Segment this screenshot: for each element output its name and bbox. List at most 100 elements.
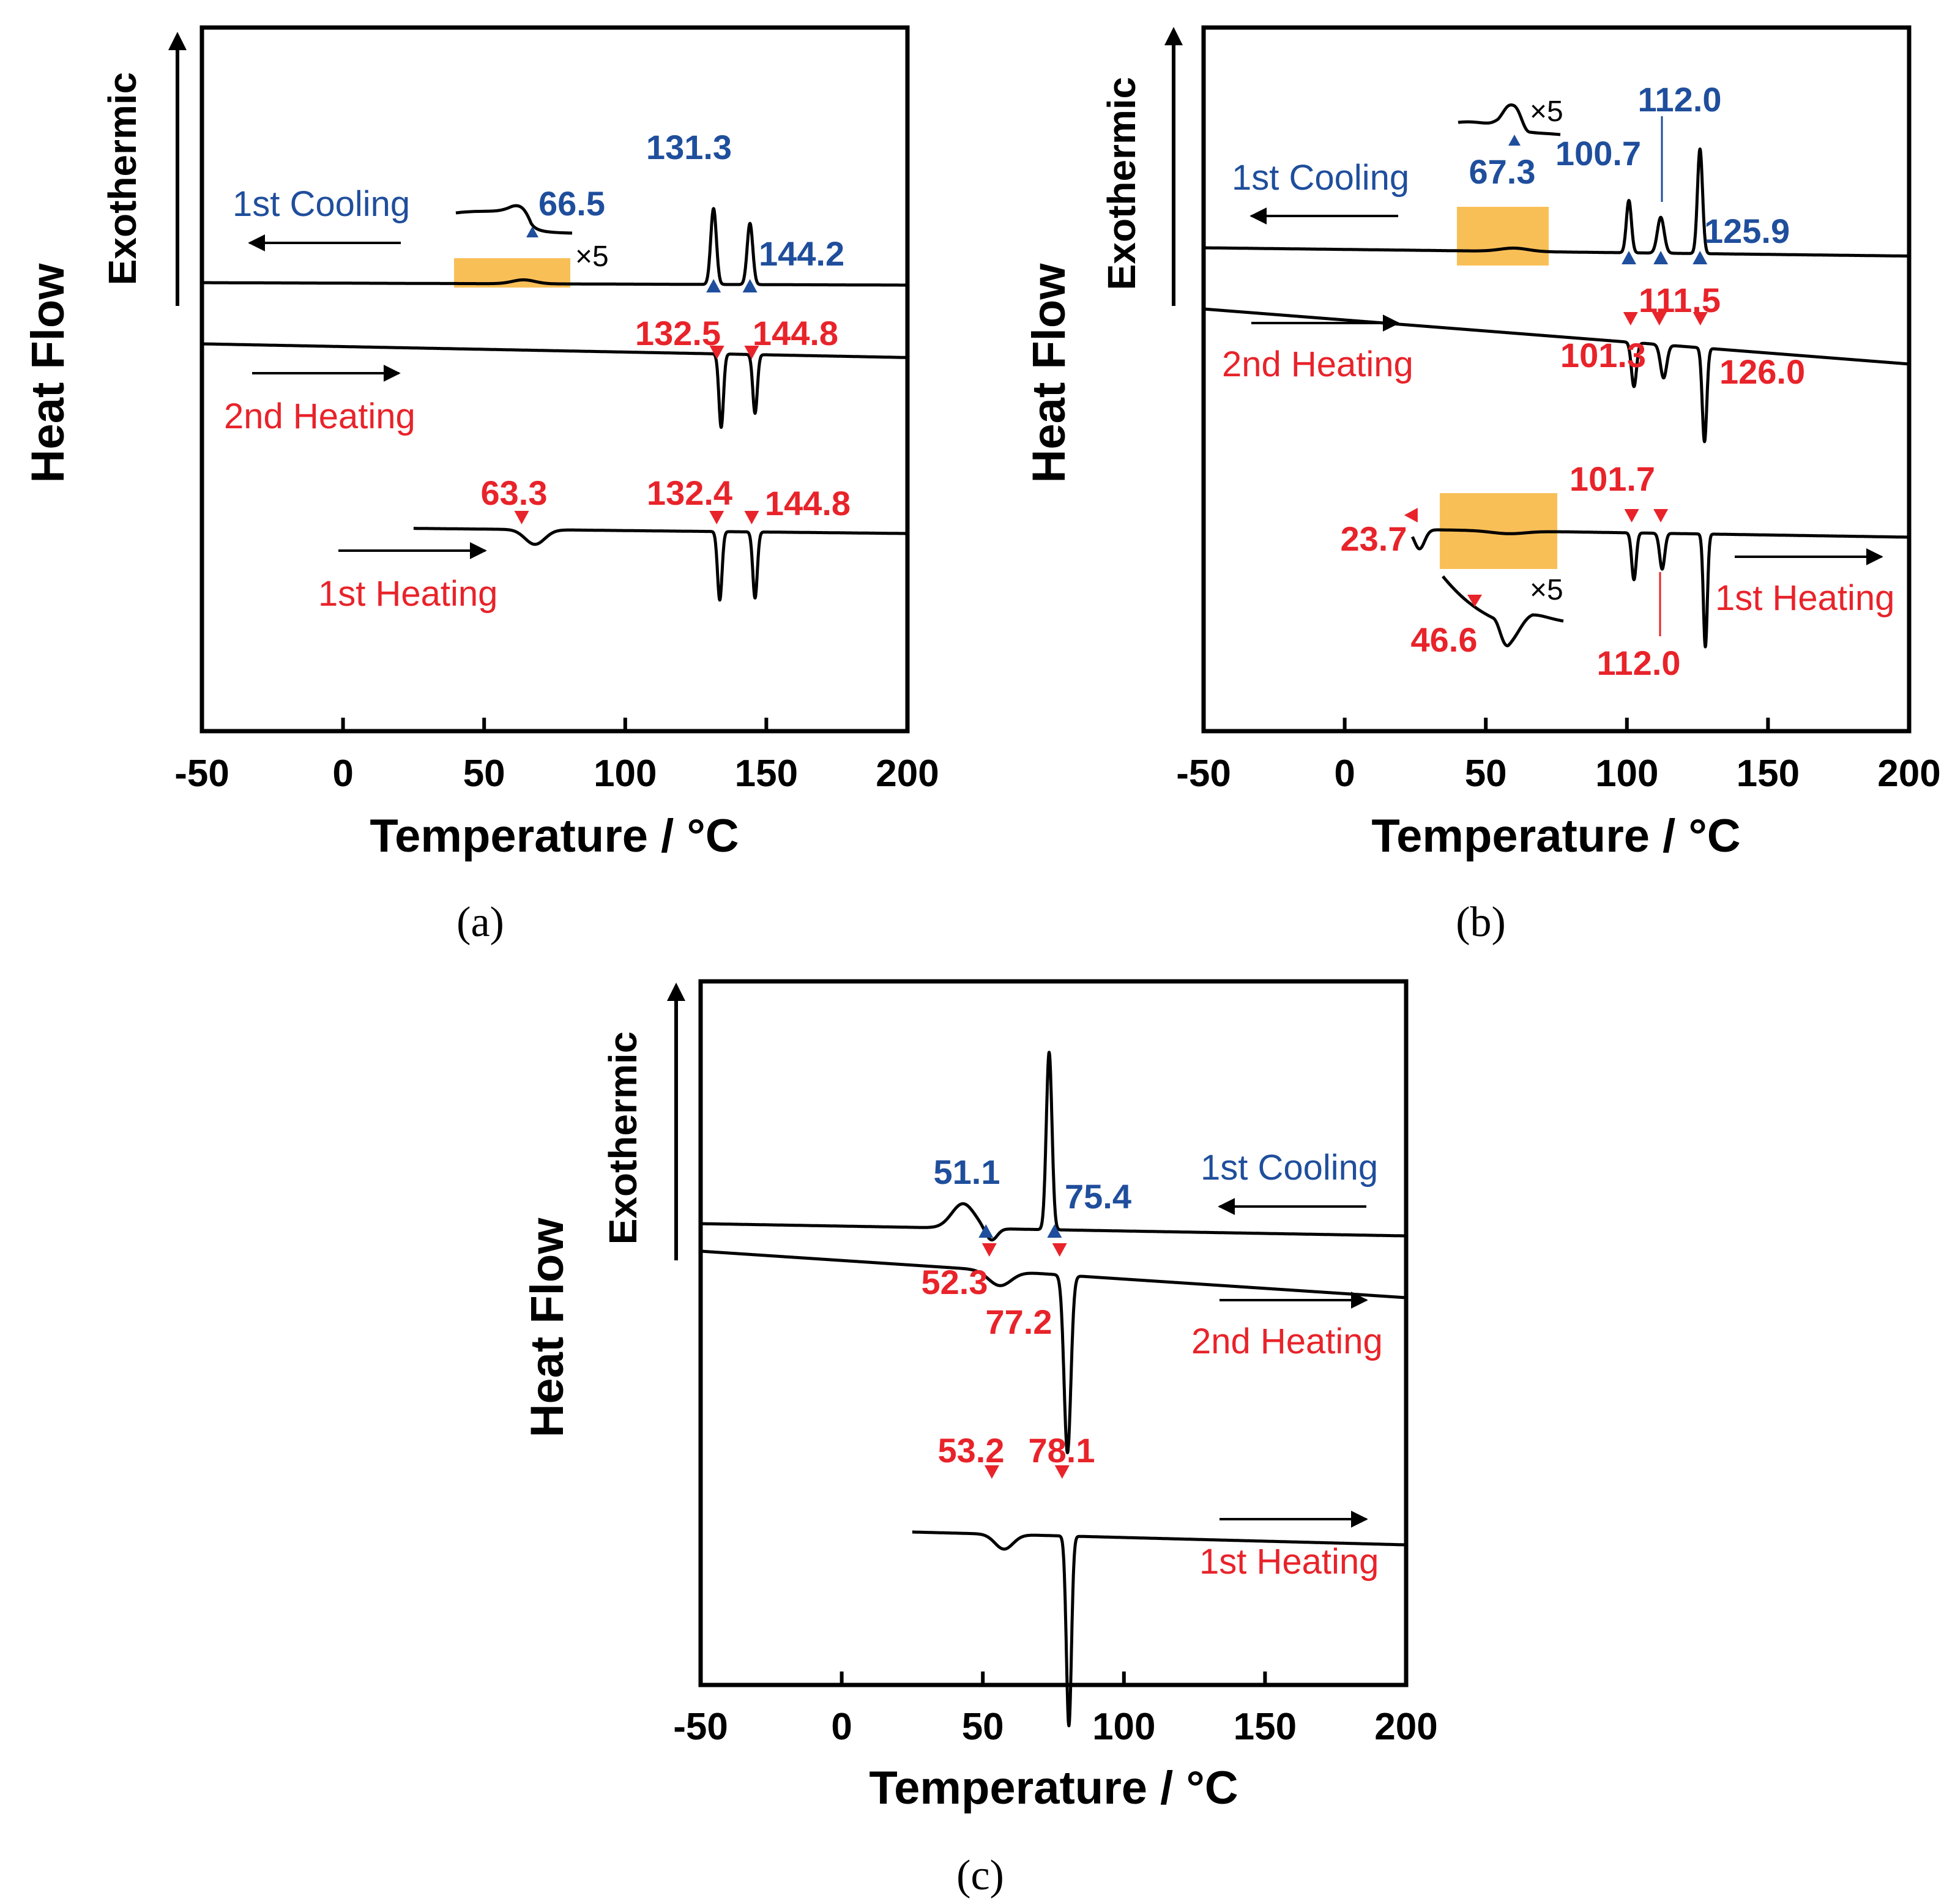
panel-c: -50 0 50 100 150 200 Temperature / °C Heat Fl… xyxy=(521,979,1438,1899)
peak-label-c-52-3: 52.3 xyxy=(922,1263,988,1301)
peak-marker-a-132-4 xyxy=(709,511,724,524)
curve-c-1st-heating xyxy=(910,1530,1407,1728)
peak-label-c-77-2: 77.2 xyxy=(986,1303,1052,1341)
inset-marker-b-cooling xyxy=(1508,135,1521,146)
panel-label-c: (c) xyxy=(956,1852,1004,1899)
y-axis-label-b: Heat Flow xyxy=(1023,263,1075,483)
peak-label-b-46-6: 46.6 xyxy=(1411,620,1478,659)
peak-label-a-132-4: 132.4 xyxy=(647,474,732,512)
peak-label-c-75-4: 75.4 xyxy=(1065,1177,1131,1216)
curve-a-2nd-heating xyxy=(201,342,909,429)
x-axis-label-c: Temperature / °C xyxy=(869,1762,1238,1814)
peak-label-b-126-0: 126.0 xyxy=(1719,352,1805,391)
curve-a-1st-heating xyxy=(412,527,909,602)
x-tick-label-b-150: 150 xyxy=(1737,753,1800,795)
peak-label-b-101-3: 101.3 xyxy=(1560,336,1646,374)
x-tick-label-a-50: 50 xyxy=(463,753,505,795)
peak-label-b-112-0: 112.0 xyxy=(1637,80,1721,119)
curve-label-a-2nd-heating: 2nd Heating xyxy=(224,396,415,436)
peak-label-a-66-5: 66.5 xyxy=(538,184,605,223)
peak-marker-b-111-5 xyxy=(1652,312,1667,325)
x-tick-label-c-50: 50 xyxy=(962,1706,1004,1748)
peak-marker-b-112-0 xyxy=(1653,251,1669,264)
x-tick-label-a-200: 200 xyxy=(876,753,939,795)
peak-label-c-51-1: 51.1 xyxy=(934,1153,1000,1191)
panel-label-a: (a) xyxy=(456,899,504,946)
peak-label-b-101-7: 101.7 xyxy=(1570,459,1655,498)
curve-b-1st-heating xyxy=(1410,528,1910,649)
x-tick-label-c-150: 150 xyxy=(1234,1706,1297,1748)
x-tick-label-b-100: 100 xyxy=(1595,753,1658,795)
plot-frame-b xyxy=(1201,25,1912,734)
curve-c-1st-cooling xyxy=(699,1051,1407,1242)
curve-label-a-1st-cooling: 1st Cooling xyxy=(233,184,410,224)
curve-label-c-2nd-heating: 2nd Heating xyxy=(1191,1322,1383,1361)
curve-c-2nd-heating xyxy=(699,1249,1407,1454)
inset-curve-b-heating xyxy=(1442,575,1564,647)
x-tick-label-c-100: 100 xyxy=(1092,1706,1155,1748)
x-tick-label-b-50: -50 xyxy=(1176,753,1231,795)
panel-b: -50 0 50 100 150 200 Temperature / °C Heat Fl… xyxy=(1023,25,1941,946)
peak-label-b-112-0-heating: 112.0 xyxy=(1596,644,1680,682)
peak-marker-c-53-2 xyxy=(984,1465,999,1479)
peak-label-c-53-2: 53.2 xyxy=(938,1431,1005,1470)
peak-label-b-111-5: 111.5 xyxy=(1639,281,1721,319)
peak-marker-b-101-7 xyxy=(1624,509,1639,522)
exothermic-label-b: Exothermic xyxy=(1100,77,1144,291)
peak-label-b-125-9: 125.9 xyxy=(1704,212,1790,250)
peak-marker-b-100-7 xyxy=(1622,251,1637,264)
magnification-label-b-cooling: ×5 xyxy=(1530,95,1563,128)
x-tick-label-b-200: 200 xyxy=(1877,753,1940,795)
inset-curve-a xyxy=(455,204,573,235)
peak-label-a-131-3: 131.3 xyxy=(646,128,732,166)
peak-marker-b-125-9 xyxy=(1692,251,1708,264)
x-tick-label-b-0: 0 xyxy=(1334,753,1355,795)
x-axis-label-b: Temperature / °C xyxy=(1371,810,1740,862)
peak-marker-b-126-0 xyxy=(1692,312,1708,325)
x-tick-label-c-200: 200 xyxy=(1374,1706,1437,1748)
x-tick-label-a-0: 0 xyxy=(332,753,353,795)
x-tick-label-a-50: -50 xyxy=(174,753,229,795)
peak-marker-a-144-8 xyxy=(744,511,759,524)
y-axis-label-c: Heat Flow xyxy=(521,1218,573,1438)
curve-label-b-1st-heating: 1st Heating xyxy=(1715,578,1894,618)
curve-b-1st-cooling xyxy=(1202,147,1910,258)
peak-marker-c-77-2 xyxy=(1052,1243,1067,1257)
x-tick-label-b-50: 50 xyxy=(1465,753,1507,795)
peak-label-b-67-3: 67.3 xyxy=(1469,152,1536,191)
x-tick-label-c-0: 0 xyxy=(831,1706,852,1748)
curve-label-b-1st-cooling: 1st Cooling xyxy=(1232,158,1409,198)
peak-label-a-63-3: 63.3 xyxy=(481,474,548,512)
peak-label-b-100-7: 100.7 xyxy=(1555,134,1641,173)
peak-label-a-144-8: 144.8 xyxy=(753,314,838,352)
peak-marker-a-144-2 xyxy=(742,279,758,292)
highlight-box-b-cooling xyxy=(1457,207,1549,266)
peak-marker-a-132-5 xyxy=(709,346,724,359)
x-tick-label-a-100: 100 xyxy=(594,753,657,795)
curve-label-c-1st-heating: 1st Heating xyxy=(1199,1542,1379,1582)
peak-marker-a-131-3 xyxy=(706,279,721,292)
magnification-label-a: ×5 xyxy=(575,240,609,273)
exothermic-label-a: Exothermic xyxy=(100,72,144,286)
peak-marker-b-101-3 xyxy=(1623,312,1638,325)
x-axis-label-a: Temperature / °C xyxy=(370,810,739,862)
exothermic-label-c: Exothermic xyxy=(601,1032,645,1245)
curve-label-c-1st-cooling: 1st Cooling xyxy=(1201,1148,1378,1188)
panel-label-b: (b) xyxy=(1456,899,1506,946)
curve-label-b-2nd-heating: 2nd Heating xyxy=(1222,344,1413,384)
plot-frame-c xyxy=(698,979,1409,1687)
peak-marker-b-23-7 xyxy=(1404,508,1418,522)
x-tick-label-c-50: -50 xyxy=(673,1706,728,1748)
peak-label-a-144-2: 144.2 xyxy=(759,234,844,273)
peak-marker-a-63-3 xyxy=(514,511,529,524)
panel-a: -50 0 50 100 150 200 Temperature / °C Heat Fl… xyxy=(22,25,939,946)
y-axis-label-a: Heat Flow xyxy=(22,263,74,483)
inset-marker-b-heating xyxy=(1467,595,1482,607)
curve-a-1st-cooling xyxy=(201,207,909,287)
curve-b-2nd-heating xyxy=(1202,307,1910,444)
x-tick-label-a-150: 150 xyxy=(735,753,798,795)
peak-label-a-144-8b: 144.8 xyxy=(765,484,851,522)
peak-marker-b-112-0 xyxy=(1653,509,1669,522)
